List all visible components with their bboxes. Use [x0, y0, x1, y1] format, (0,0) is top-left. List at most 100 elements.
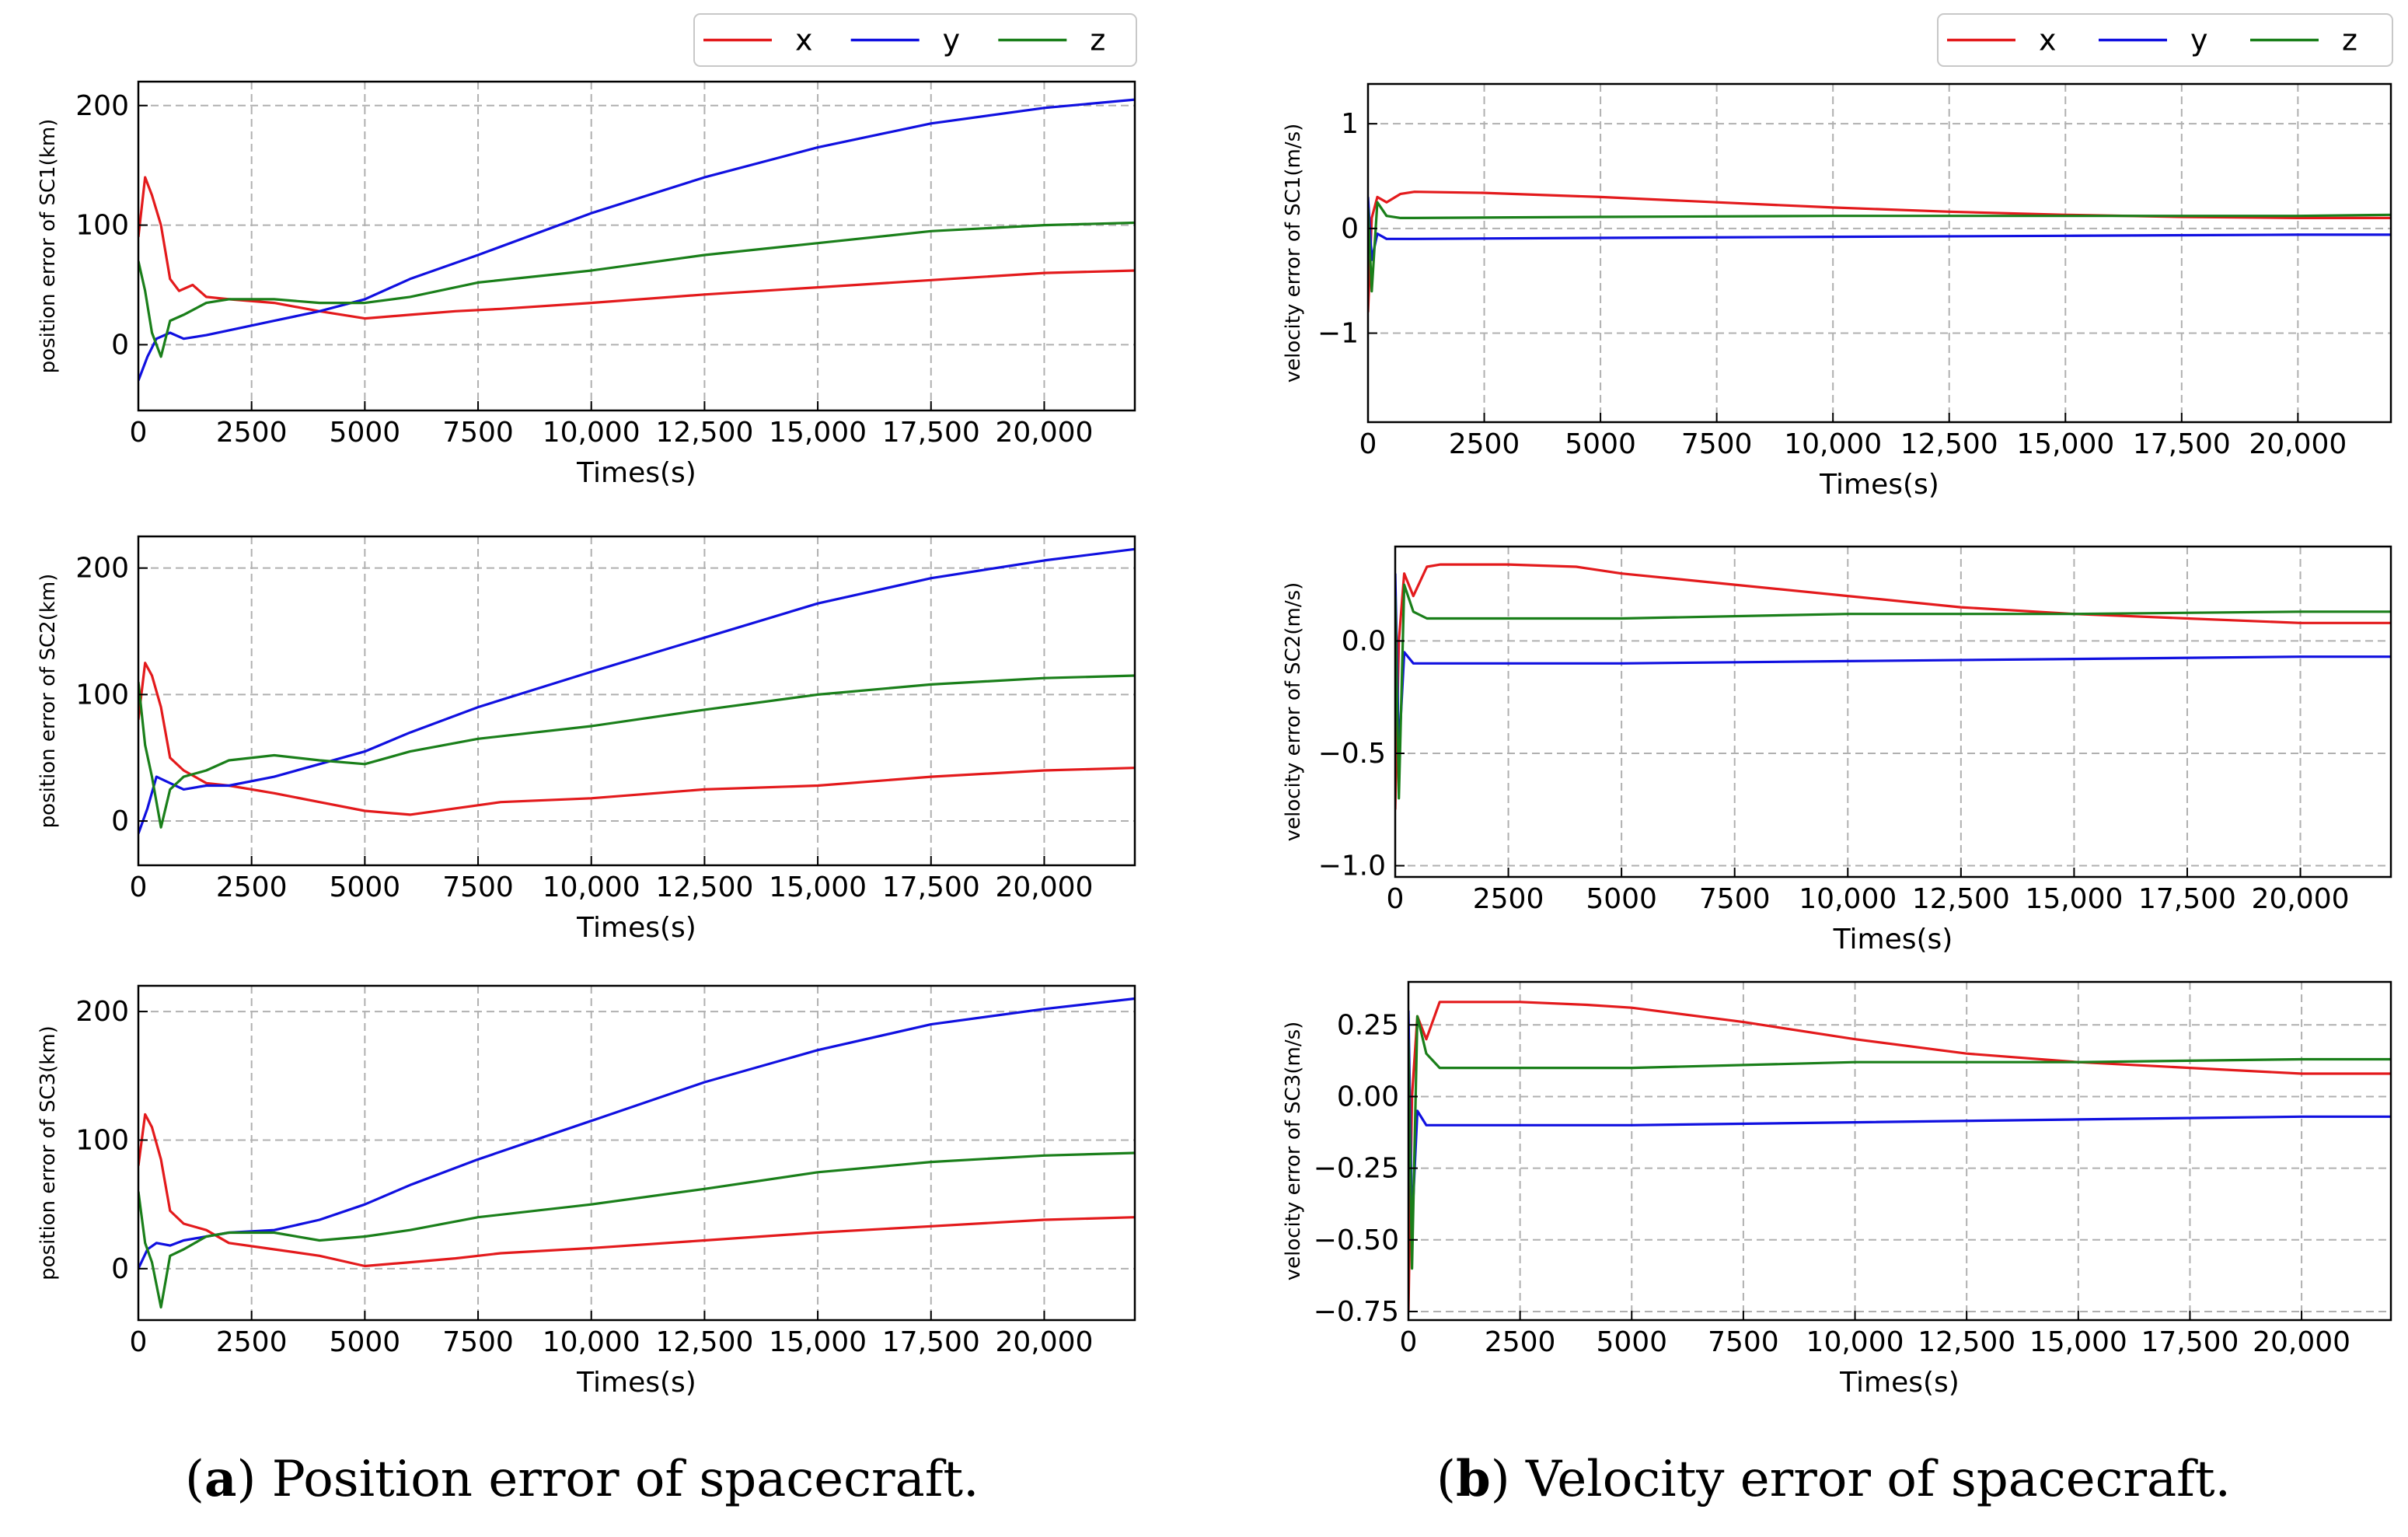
- y-tick-label: 0: [1341, 213, 1359, 245]
- x-tick-label: 7500: [1708, 1326, 1779, 1358]
- caption-b-letter: b: [1455, 1450, 1491, 1508]
- series-line-y: [138, 997, 1135, 1270]
- caption-b: (b) Velocity error of spacecraft.: [1436, 1450, 2231, 1508]
- x-axis-label: Times(s): [576, 1367, 696, 1399]
- x-tick-label: 17,500: [2141, 1326, 2239, 1358]
- legend-label-z: z: [2342, 23, 2357, 58]
- plot-frame: [1407, 980, 2392, 1322]
- series-line-z: [138, 1151, 1135, 1309]
- x-tick-label: 5000: [1565, 428, 1636, 460]
- x-tick-label: 20,000: [2249, 428, 2347, 460]
- series-line-x: [1395, 563, 2391, 810]
- x-tick-label: 7500: [442, 1326, 514, 1358]
- x-tick-label: 20,000: [2252, 883, 2350, 915]
- series-line-y: [1408, 1010, 2391, 1227]
- y-tick-label: 0.25: [1337, 1009, 1399, 1041]
- series-line-z: [1395, 583, 2391, 800]
- y-tick-label: 100: [75, 210, 129, 242]
- x-tick-label: 12,500: [655, 1326, 753, 1358]
- y-axis-label: velocity error of SC1(m/s): [1282, 124, 1305, 383]
- x-axis-label: Times(s): [1839, 1367, 1960, 1399]
- x-tick-label: 7500: [1699, 883, 1771, 915]
- x-axis-label: Times(s): [1833, 924, 1953, 955]
- x-tick-label: 5000: [1596, 1326, 1667, 1358]
- legend-a: x y z: [693, 13, 1137, 67]
- x-tick-label: 5000: [330, 417, 401, 449]
- x-axis-label: Times(s): [576, 912, 696, 944]
- x-tick-label: 15,000: [769, 872, 867, 903]
- y-tick-label: 200: [75, 996, 129, 1028]
- y-tick-label: 0: [111, 329, 129, 361]
- x-tick-label: 5000: [330, 872, 401, 903]
- x-tick-label: 12,500: [1918, 1326, 2015, 1358]
- y-tick-label: 200: [75, 90, 129, 122]
- y-axis-label: position error of SC2(km): [37, 574, 60, 829]
- x-tick-label: 10,000: [543, 1326, 640, 1358]
- x-tick-label: 12,500: [655, 872, 753, 903]
- series-line-x: [1408, 1001, 2391, 1312]
- x-tick-label: 15,000: [769, 1326, 867, 1358]
- x-tick-label: 17,500: [2138, 883, 2236, 915]
- plot-frame: [1366, 82, 2392, 424]
- x-tick-label: 0: [130, 417, 148, 449]
- x-tick-label: 20,000: [995, 1326, 1093, 1358]
- x-tick-label: 10,000: [1799, 883, 1897, 915]
- x-tick-label: 7500: [442, 417, 514, 449]
- y-tick-label: 100: [75, 1124, 129, 1156]
- x-tick-label: 0: [130, 1326, 148, 1358]
- chart-pos_sc1: 0 2500 5000 7500 10,000 12,500 15,000 17,500 20,…: [37, 80, 1136, 489]
- plot-frame: [137, 80, 1136, 412]
- legend-label-y: y: [943, 23, 961, 58]
- y-tick-label: −0.25: [1314, 1153, 1399, 1185]
- x-tick-label: 0: [1359, 428, 1377, 460]
- legend-label-z: z: [1090, 23, 1105, 58]
- x-tick-label: 7500: [1681, 428, 1753, 460]
- y-tick-label: −0.75: [1314, 1296, 1399, 1328]
- y-tick-label: 0: [111, 1253, 129, 1285]
- chart-vel_sc3: 0 2500 5000 7500 10,000 12,500 15,000 17,500 20,…: [1282, 980, 2392, 1399]
- y-tick-label: −0.5: [1318, 738, 1386, 770]
- caption-b-text: Velocity error of spacecraft.: [1526, 1451, 2231, 1508]
- plot-frame: [137, 984, 1136, 1322]
- y-tick-label: 1: [1341, 108, 1359, 140]
- series-line-x: [138, 662, 1135, 816]
- y-tick-label: 0.0: [1342, 625, 1386, 657]
- y-axis-label: position error of SC1(km): [37, 119, 60, 374]
- caption-a-text: Position error of spacecraft.: [271, 1451, 979, 1508]
- legend-label-x: x: [795, 23, 813, 58]
- series-line-z: [138, 674, 1135, 829]
- y-tick-label: −1.0: [1318, 851, 1386, 882]
- x-tick-label: 15,000: [2025, 883, 2123, 915]
- series-line-y: [138, 98, 1135, 382]
- series-line-y: [138, 547, 1135, 834]
- x-tick-label: 2500: [1449, 428, 1520, 460]
- x-tick-label: 15,000: [2016, 428, 2114, 460]
- y-tick-label: −0.50: [1314, 1224, 1399, 1256]
- x-axis-label: Times(s): [576, 457, 696, 489]
- y-axis-label: velocity error of SC2(m/s): [1282, 582, 1305, 842]
- x-tick-label: 10,000: [543, 872, 640, 903]
- x-tick-label: 5000: [1586, 883, 1657, 915]
- y-tick-label: 0: [111, 805, 129, 837]
- series-line-x: [1368, 190, 2391, 313]
- y-axis-label: position error of SC3(km): [37, 1025, 60, 1280]
- x-tick-label: 10,000: [543, 417, 640, 449]
- x-tick-label: 2500: [1485, 1326, 1556, 1358]
- x-tick-label: 12,500: [1900, 428, 1998, 460]
- x-tick-label: 2500: [1473, 883, 1544, 915]
- legend-label-x: x: [2039, 23, 2057, 58]
- x-tick-label: 20,000: [2253, 1326, 2350, 1358]
- y-tick-label: 100: [75, 679, 129, 711]
- caption-a: (a) Position error of spacecraft.: [185, 1450, 979, 1508]
- y-axis-label: velocity error of SC3(m/s): [1282, 1022, 1305, 1281]
- chart-pos_sc3: 0 2500 5000 7500 10,000 12,500 15,000 17,500 20,…: [37, 984, 1136, 1399]
- x-tick-label: 12,500: [1912, 883, 2010, 915]
- x-tick-label: 5000: [330, 1326, 401, 1358]
- x-tick-label: 10,000: [1806, 1326, 1904, 1358]
- x-tick-label: 17,500: [882, 872, 980, 903]
- x-tick-label: 2500: [216, 872, 288, 903]
- plot-frame: [1394, 545, 2392, 879]
- series-line-z: [1408, 1015, 2391, 1270]
- x-tick-label: 0: [1387, 883, 1405, 915]
